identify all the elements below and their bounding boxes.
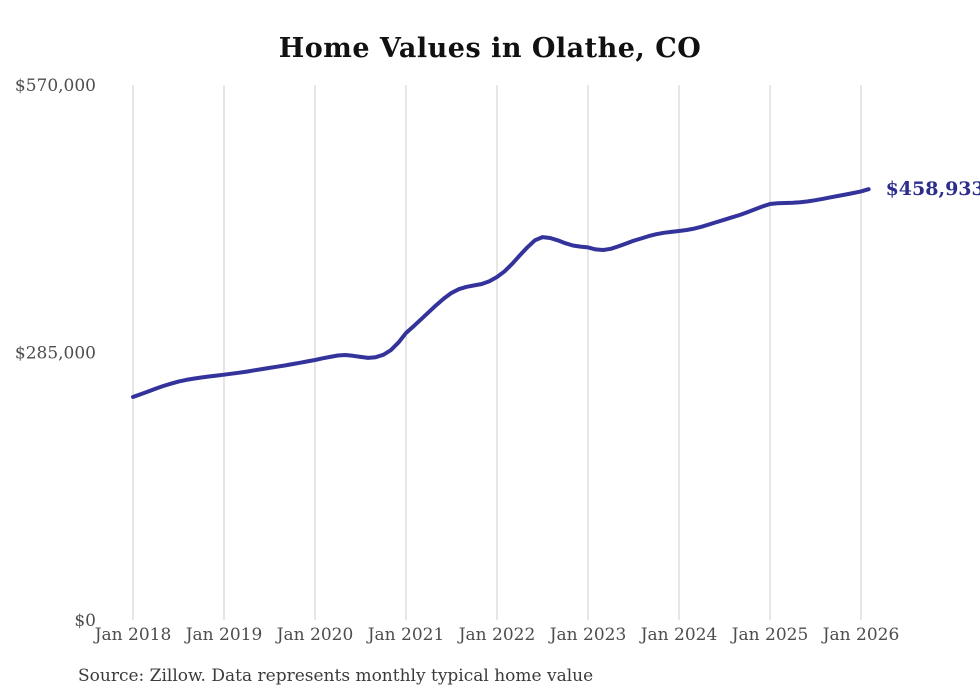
x-tick-label: Jan 2026: [821, 625, 900, 645]
y-tick-label: $570,000: [15, 76, 96, 96]
chart-title: Home Values in Olathe, CO: [278, 33, 702, 64]
x-tick-label: Jan 2021: [366, 625, 445, 645]
y-tick-label: $285,000: [15, 344, 96, 364]
y-tick-label: $0: [74, 611, 96, 631]
x-tick-label: Jan 2018: [93, 625, 172, 645]
x-tick-label: Jan 2024: [639, 625, 718, 645]
x-tick-label: Jan 2023: [548, 625, 627, 645]
current-value-label: $458,933: [885, 178, 980, 201]
source-note: Source: Zillow. Data represents monthly …: [78, 666, 594, 686]
x-tick-label: Jan 2025: [730, 625, 809, 645]
x-tick-label: Jan 2022: [457, 625, 536, 645]
x-tick-label: Jan 2020: [275, 625, 354, 645]
x-tick-label: Jan 2019: [184, 625, 263, 645]
home-value-line: [131, 187, 871, 399]
